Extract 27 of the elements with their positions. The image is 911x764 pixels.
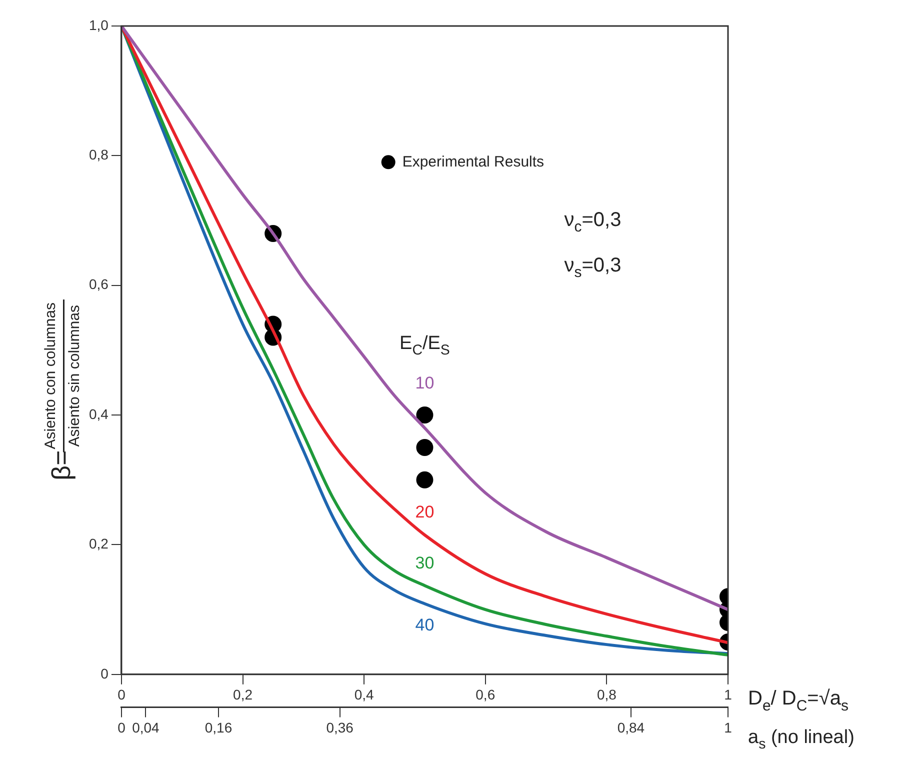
series-label: 40	[415, 615, 434, 634]
x-tick-label: 0,6	[476, 686, 496, 703]
x-tick-label: 1	[724, 686, 732, 703]
x2-tick-label: 0,84	[617, 719, 645, 736]
x2-tick-label: 0,04	[132, 719, 160, 736]
series-label: 30	[415, 553, 434, 572]
y-tick-label: 0,2	[88, 536, 109, 552]
x-tick-label: 0,4	[354, 686, 374, 703]
x-tick-label: 0	[118, 686, 126, 703]
series-label: 10	[415, 374, 434, 393]
y-axis-title: β=Asiento con columnas Asiento sin columnas	[42, 302, 84, 480]
y-tick-label: 0	[100, 665, 109, 682]
y-tick-label: 0,8	[88, 146, 109, 163]
legend-label: Experimental Results	[402, 153, 544, 170]
point	[416, 471, 434, 488]
x2-tick-label: 0	[118, 719, 126, 736]
point	[416, 406, 434, 424]
x-tick-label: 0,2	[233, 686, 253, 703]
y-tick-label: 0,6	[88, 276, 109, 292]
x-tick-label: 0,8	[596, 686, 617, 703]
point	[416, 438, 434, 456]
y-tick-label: 1,0	[88, 16, 109, 33]
series-label: 20	[415, 502, 434, 522]
y-tick-label: 0,4	[88, 406, 109, 422]
x2-tick-label: 0,16	[204, 719, 232, 736]
x2-tick-label: 0,36	[326, 719, 354, 736]
x2-tick-label: 1	[724, 719, 732, 736]
